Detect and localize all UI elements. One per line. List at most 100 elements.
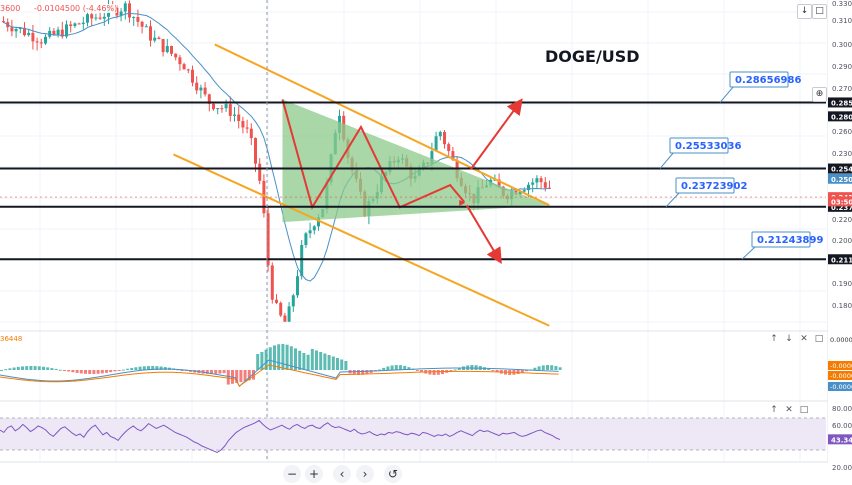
macd-axis-badge bbox=[828, 371, 852, 380]
candle bbox=[31, 24, 35, 50]
zigzag-wave bbox=[281, 99, 465, 210]
triangle-pattern bbox=[282, 99, 550, 223]
candle-body bbox=[128, 3, 131, 18]
rsi-axis-tick: 20.00 bbox=[832, 464, 852, 472]
macd-histogram-bar bbox=[46, 367, 50, 370]
candle bbox=[153, 30, 157, 43]
rsi-value-badge bbox=[828, 434, 852, 445]
macd-histogram-bar bbox=[453, 369, 457, 371]
candle-body bbox=[275, 299, 278, 303]
macd-histogram-bar bbox=[239, 370, 243, 383]
scroll-left-button[interactable]: ‹ bbox=[333, 465, 351, 483]
rsi-close-button[interactable]: ✕ bbox=[785, 405, 793, 415]
zoom-out-button[interactable]: − bbox=[283, 465, 301, 483]
candle-body bbox=[77, 23, 81, 25]
badge-0250-text: 0.250 bbox=[831, 176, 852, 184]
macd-histogram-bar bbox=[537, 366, 541, 370]
candle bbox=[2, 16, 5, 24]
level-callout: 0.28656986 bbox=[719, 71, 801, 103]
callout-leader bbox=[665, 191, 681, 208]
macd-histogram-bar bbox=[100, 370, 104, 374]
moving-average-line bbox=[3, 12, 550, 282]
rsi-maximize-button[interactable]: □ bbox=[799, 405, 809, 415]
macd-histogram-bar bbox=[29, 366, 33, 370]
candle bbox=[136, 9, 140, 27]
crosshair-button[interactable]: ⊕ bbox=[812, 87, 827, 102]
axis-badge-text: 0.254 bbox=[831, 166, 852, 174]
candle bbox=[182, 62, 186, 70]
candle-body bbox=[2, 21, 5, 23]
candle-body bbox=[543, 182, 547, 188]
macd-histogram-bar bbox=[16, 366, 20, 370]
macd-histogram-bar bbox=[126, 368, 129, 370]
candle bbox=[241, 116, 245, 134]
macd-close-button[interactable]: ✕ bbox=[800, 334, 808, 344]
candle bbox=[447, 142, 451, 157]
scroll-down-button[interactable]: ↓ bbox=[797, 4, 812, 19]
macd-histogram-bar bbox=[235, 370, 239, 383]
arrow-down-target bbox=[465, 204, 502, 265]
candle-body bbox=[195, 82, 199, 91]
candle bbox=[186, 68, 190, 74]
header-partial-value: 3600 bbox=[0, 4, 21, 13]
candle-body bbox=[220, 108, 224, 110]
level-callout: 0.21243899 bbox=[741, 231, 823, 260]
scroll-right-button[interactable]: › bbox=[356, 465, 374, 483]
reset-chart-button[interactable]: ↺ bbox=[384, 465, 402, 483]
macd-down-button[interactable]: ↓ bbox=[785, 334, 793, 344]
level-label-support-mid: 0.23723902 bbox=[681, 181, 747, 192]
candle-body bbox=[86, 14, 89, 23]
candle bbox=[237, 106, 241, 129]
candle-body bbox=[216, 108, 220, 110]
callout-leader bbox=[741, 245, 757, 260]
candle bbox=[270, 262, 274, 304]
macd-histogram-bar bbox=[352, 370, 356, 375]
candle bbox=[287, 302, 291, 322]
candle-body bbox=[228, 104, 232, 116]
candle bbox=[178, 54, 182, 71]
macd-histogram-bar bbox=[79, 370, 83, 374]
macd-histogram-bar bbox=[256, 354, 260, 370]
candle bbox=[233, 106, 236, 122]
macd-histogram-bar bbox=[470, 365, 474, 370]
macd-axis-label: -0.0000 bbox=[830, 383, 852, 391]
callout-box bbox=[675, 177, 735, 194]
zoom-in-button[interactable]: + bbox=[305, 465, 323, 483]
macd-histogram-bar bbox=[134, 367, 138, 370]
candle bbox=[174, 53, 178, 61]
macd-histogram-bar bbox=[357, 370, 360, 375]
macd-histogram-bar bbox=[58, 369, 62, 371]
candle bbox=[254, 137, 257, 172]
macd-histogram-bar bbox=[226, 370, 230, 385]
candle bbox=[48, 27, 52, 39]
macd-histogram-bar bbox=[336, 358, 339, 370]
rsi-up-button[interactable]: ↑ bbox=[770, 405, 778, 415]
lower-channel-line bbox=[173, 153, 550, 327]
candle bbox=[170, 45, 173, 57]
candle-body bbox=[539, 178, 543, 183]
candle bbox=[291, 293, 295, 312]
candle bbox=[39, 38, 43, 49]
candle bbox=[165, 38, 169, 54]
candle-body bbox=[203, 87, 207, 95]
candle bbox=[161, 38, 165, 57]
macd-histogram-bar bbox=[54, 368, 58, 370]
candle-body bbox=[233, 114, 236, 116]
candle-body bbox=[140, 21, 144, 27]
macd-up-button[interactable]: ↑ bbox=[770, 334, 778, 344]
macd-maximize-button[interactable]: □ bbox=[814, 334, 824, 344]
candle-body bbox=[81, 22, 85, 25]
macd-histogram-bar bbox=[109, 370, 113, 373]
macd-histogram-bar bbox=[12, 367, 16, 370]
candle-body bbox=[149, 26, 152, 41]
candle-body bbox=[10, 27, 14, 32]
macd-histogram-bar bbox=[331, 356, 335, 370]
maximize-pane-button[interactable]: □ bbox=[812, 4, 827, 19]
